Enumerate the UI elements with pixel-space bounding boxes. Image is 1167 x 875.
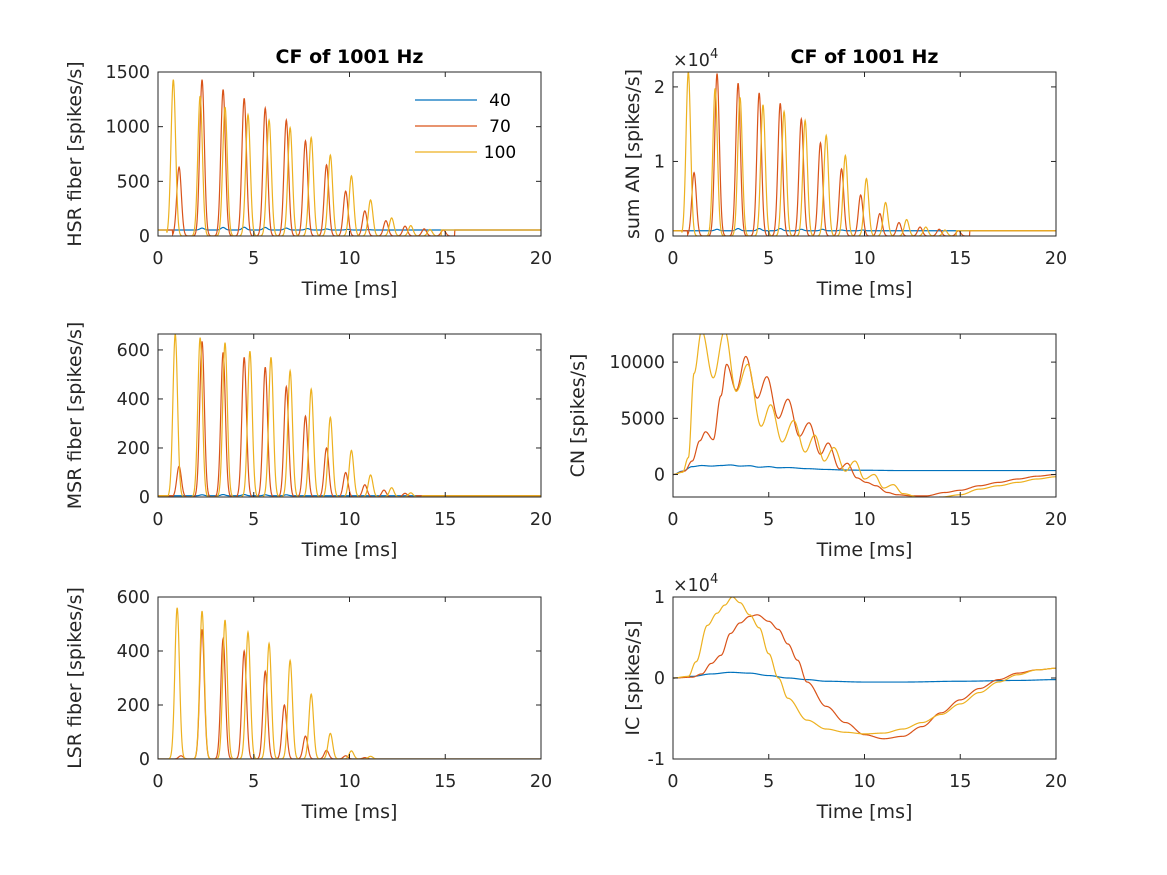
axes-sumAN: 0 5 10 15 20 0 1 2 Time [ms] sum AN [spikes/s] CF … <box>622 46 1067 300</box>
legend-entry-70: 70 <box>415 117 511 137</box>
y-tick-label: 1000 <box>105 118 150 138</box>
series-line-70 <box>673 355 1056 497</box>
chart-title: CF of 1001 Hz <box>276 46 424 68</box>
x-axis-label: Time [ms] <box>301 278 398 300</box>
series-line-100 <box>673 72 1056 236</box>
axis-exponent-label: ×104 <box>673 47 718 71</box>
x-tick-label: 20 <box>530 249 552 269</box>
y-tick-label: 2 <box>654 78 665 98</box>
x-tick-label: 20 <box>1045 510 1067 530</box>
x-tick-label: 10 <box>853 249 875 269</box>
series-group <box>673 72 1056 236</box>
x-tick-label: 0 <box>667 772 678 792</box>
y-tick-label: 0 <box>139 227 150 247</box>
y-tick-label: 10000 <box>609 353 665 373</box>
x-tick-label: 0 <box>152 772 163 792</box>
x-tick-label: 10 <box>338 249 360 269</box>
y-tick-label: 500 <box>117 172 150 192</box>
series-group <box>673 597 1056 740</box>
y-tick-label: 600 <box>117 341 150 361</box>
x-axis-label: Time [ms] <box>301 801 398 823</box>
y-tick-label: 1 <box>654 152 665 172</box>
y-tick-label: 0 <box>654 466 665 486</box>
series-line-100 <box>158 79 541 236</box>
x-tick-label: 15 <box>434 510 456 530</box>
y-axis-label: MSR fiber [spikes/s] <box>64 322 86 510</box>
x-tick-label: 10 <box>853 772 875 792</box>
x-tick-label: 15 <box>949 510 971 530</box>
legend: 40 70 100 <box>415 91 516 163</box>
y-tick-label: 0 <box>654 669 665 689</box>
x-tick-label: 0 <box>667 510 678 530</box>
series-line-100 <box>158 334 541 497</box>
series-line-40 <box>673 671 1056 683</box>
x-tick-label: 5 <box>763 510 774 530</box>
y-tick-label: 5000 <box>620 409 665 429</box>
x-tick-label: 15 <box>434 249 456 269</box>
series-line-70 <box>673 614 1056 740</box>
y-tick-label: 0 <box>139 488 150 508</box>
x-tick-label: 10 <box>338 510 360 530</box>
y-axis-label: IC [spikes/s] <box>622 620 644 735</box>
x-tick-label: 15 <box>949 772 971 792</box>
axes-hsr: 0 5 10 15 20 0 500 1000 1500 Time [ms] HSR fiber [… <box>64 46 552 300</box>
y-axis-label: LSR fiber [spikes/s] <box>64 587 86 769</box>
y-tick-label: 200 <box>117 696 150 716</box>
y-tick-label: 200 <box>117 439 150 459</box>
series-line-40 <box>673 464 1056 476</box>
y-tick-label: 1500 <box>105 63 150 83</box>
x-tick-label: 5 <box>248 249 259 269</box>
y-tick-label: 400 <box>117 642 150 662</box>
y-axis-label: sum AN [spikes/s] <box>622 69 644 239</box>
x-axis-label: Time [ms] <box>816 801 913 823</box>
y-tick-label: 400 <box>117 390 150 410</box>
chart-title: CF of 1001 Hz <box>791 46 939 68</box>
axis-exponent-label: ×104 <box>673 572 718 596</box>
x-tick-label: 10 <box>338 772 360 792</box>
x-tick-label: 20 <box>530 510 552 530</box>
x-tick-label: 20 <box>1045 249 1067 269</box>
legend-entry-40: 40 <box>415 91 511 111</box>
y-tick-label: 0 <box>654 227 665 247</box>
y-axis-label: CN [spikes/s] <box>567 354 589 478</box>
y-axis-label: HSR fiber [spikes/s] <box>64 61 86 246</box>
legend-label: 100 <box>484 143 516 163</box>
x-tick-label: 20 <box>530 772 552 792</box>
y-tick-label: 0 <box>139 750 150 770</box>
x-tick-label: 5 <box>763 249 774 269</box>
x-axis-label: Time [ms] <box>816 539 913 561</box>
x-tick-label: 15 <box>949 249 971 269</box>
legend-entry-100: 100 <box>415 143 516 163</box>
x-tick-label: 5 <box>248 510 259 530</box>
series-group <box>673 334 1056 497</box>
x-axis-label: Time [ms] <box>301 539 398 561</box>
series-line-100 <box>673 334 1056 497</box>
x-tick-label: 0 <box>152 510 163 530</box>
x-axis-label: Time [ms] <box>816 278 913 300</box>
x-tick-label: 10 <box>853 510 875 530</box>
x-tick-label: 0 <box>667 249 678 269</box>
y-tick-label: -1 <box>648 750 665 770</box>
series-group <box>158 79 541 236</box>
axes-cn: 0 5 10 15 20 0 5000 10000 Time [ms] CN [spikes/s] <box>567 333 1067 561</box>
legend-label: 40 <box>489 91 511 111</box>
y-tick-label: 1 <box>654 588 665 608</box>
x-tick-label: 20 <box>1045 772 1067 792</box>
x-tick-label: 5 <box>763 772 774 792</box>
y-tick-label: 600 <box>117 588 150 608</box>
x-tick-label: 5 <box>248 772 259 792</box>
x-tick-label: 0 <box>152 249 163 269</box>
x-tick-label: 15 <box>434 772 456 792</box>
series-line-100 <box>673 597 1056 735</box>
series-line-100 <box>158 607 541 759</box>
legend-label: 70 <box>489 117 511 137</box>
